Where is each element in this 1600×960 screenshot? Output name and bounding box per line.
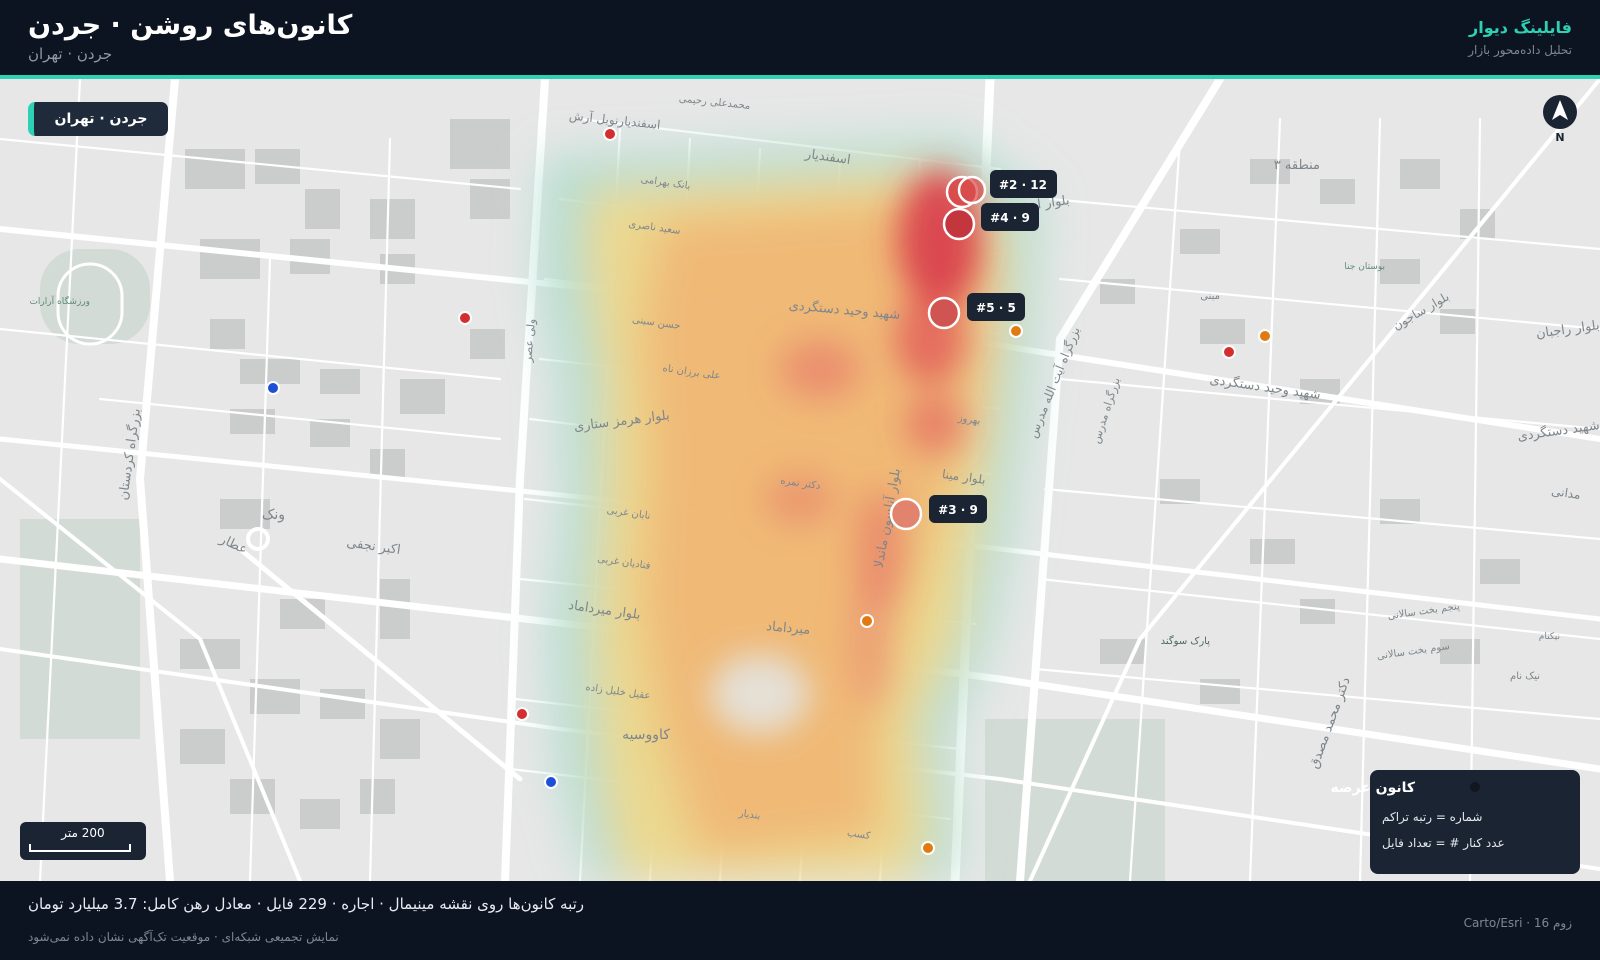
privacy-disclaimer: نمایش تجمیعی شبکه‌ای · موقعیت تک‌آگهی نش… (28, 930, 339, 944)
listing-dot-blue (544, 775, 558, 789)
street-label: عطار (216, 531, 249, 557)
listing-dot-red (603, 127, 617, 141)
scale-bar: 200 متر (20, 822, 146, 860)
listing-dot-red (458, 311, 472, 325)
street-label: بندیار (737, 808, 761, 822)
street-label: کاووسیه (622, 727, 670, 743)
map-canvas[interactable]: اسفندیار اسفندیارنوبل آرش محمدعلی رحیمی … (0, 79, 1600, 881)
hotspot-label-bg (967, 293, 1025, 321)
street-label: ونک (262, 507, 285, 523)
street-label: شهید دستگردی (1516, 417, 1600, 444)
summary-stats: رتبه کانون‌ها روی نقشه مینیمال · اجاره ·… (28, 895, 585, 913)
brand-name: فایلینگ دیوار (1469, 18, 1572, 37)
street-label: منطقه ۳ (1274, 158, 1320, 173)
hotspot-2[interactable]: #2 · 12 (945, 170, 1057, 209)
street-label: مدانی (1550, 484, 1581, 502)
street-label: مبنی (1200, 291, 1220, 302)
legend-count-note: عدد کنار # = تعداد فایل (1382, 836, 1505, 850)
legend-title: کانون عرضه (1330, 780, 1415, 796)
street-label: بهروز (956, 413, 981, 427)
street-label: نیکنام (1539, 632, 1560, 642)
legend-panel: کانون عرضه شماره = رتبه تراکم عدد کنار #… (1330, 770, 1580, 874)
hotspot-label-bg (990, 170, 1057, 198)
hotspot-3-label: #3 · 9 (938, 503, 978, 517)
north-label: N (1555, 131, 1564, 144)
scale-ruler (29, 844, 131, 852)
street-label: اسفندیار (803, 147, 851, 168)
accent-divider (0, 75, 1600, 79)
street-label: سوم بخت سالانی (1376, 641, 1450, 662)
street-label: محمدعلی رحیمی (678, 94, 751, 112)
listing-dot-orange (1009, 324, 1023, 338)
park-areas (20, 249, 1165, 881)
street-label: کسب (846, 828, 871, 842)
street-label: ورزشگاه آرارات (29, 295, 90, 307)
header-bar: کانون‌های روشن · جردن جردن · تهران فایلی… (0, 0, 1600, 75)
street-label: نیک نام (1510, 671, 1540, 682)
street-label: میرداماد (766, 619, 811, 638)
stadium-track (56, 262, 124, 346)
north-arrow-icon: N (1542, 95, 1578, 145)
street-label: ولی عصر (521, 318, 538, 363)
listing-dot-red (515, 707, 529, 721)
street-label: بوستان جنا (1344, 262, 1385, 272)
street-label: پارک سوگند (1161, 635, 1211, 647)
listing-markers (266, 127, 1272, 855)
listing-dot-blue (266, 381, 280, 395)
street-label: اکبر نجفی (346, 536, 402, 558)
footer-bar: رتبه کانون‌ها روی نقشه مینیمال · اجاره ·… (0, 881, 1600, 960)
hotspot-5-label: #5 · 5 (976, 301, 1016, 315)
hotspot-2-label: #2 · 12 (999, 178, 1047, 192)
legend-rank-note: شماره = رتبه تراکم (1382, 810, 1483, 824)
roundabout (246, 527, 270, 551)
location-chip: جردن · تهران (28, 102, 168, 136)
hotspot-4[interactable]: #4 · 9 (942, 203, 1039, 241)
brand-tagline: تحلیل داده‌محور بازار (1468, 43, 1572, 57)
page-subtitle: جردن · تهران (28, 45, 113, 63)
listing-dot-red (1222, 345, 1236, 359)
street-label: بلوار راجبان (1535, 318, 1600, 342)
street-label: بزرگراه مدرس (1089, 376, 1123, 445)
heatmap-layer (540, 139, 1040, 881)
map-view[interactable]: اسفندیار اسفندیارنوبل آرش محمدعلی رحیمی … (0, 79, 1600, 881)
hotspot-label-bg (929, 495, 987, 523)
hotspot-5[interactable]: #5 · 5 (927, 293, 1025, 330)
hotspot-4-label: #4 · 9 (990, 211, 1030, 225)
listing-dot-orange (921, 841, 935, 855)
map-attribution: زوم 16 · Carto/Esri (1463, 916, 1572, 930)
listing-dot-orange (1258, 329, 1272, 343)
street-label: پنجم بخت سالانی (1387, 601, 1461, 622)
hotspot-3[interactable]: #3 · 9 (889, 495, 987, 531)
listing-dot-orange (860, 614, 874, 628)
hotspot-label-bg (981, 203, 1039, 231)
scale-label: 200 متر (61, 826, 105, 840)
page-title: کانون‌های روشن · جردن (28, 10, 353, 41)
legend-marker-icon (1470, 782, 1480, 792)
